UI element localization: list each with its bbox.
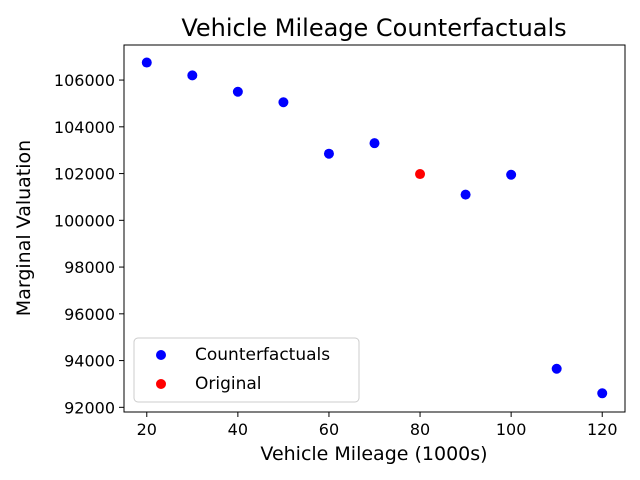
x-tick-label: 60: [319, 420, 339, 439]
x-tick-label: 80: [410, 420, 430, 439]
legend-marker-original: [156, 379, 166, 389]
y-tick-label: 102000: [54, 165, 115, 184]
x-tick-label: 20: [137, 420, 157, 439]
x-axis-title: Vehicle Mileage (1000s): [260, 443, 487, 465]
data-point-counterfactuals: [369, 138, 380, 149]
data-point-counterfactuals: [460, 189, 471, 200]
legend-label-original: Original: [195, 374, 262, 394]
legend-label-counterfactuals: Counterfactuals: [195, 345, 330, 365]
legend-box: [133, 337, 360, 403]
plot-frame: [123, 44, 626, 413]
y-tick-label: 106000: [54, 71, 115, 90]
x-tick-label: 120: [587, 420, 618, 439]
legend: Counterfactuals Original: [133, 337, 360, 403]
data-point-counterfactuals: [597, 388, 608, 399]
y-tick-label: 100000: [54, 211, 115, 230]
data-point-counterfactuals: [323, 148, 334, 159]
y-tick-label: 98000: [64, 258, 115, 277]
y-tick-label: 104000: [54, 118, 115, 137]
y-tick-label: 94000: [64, 352, 115, 371]
data-points: [141, 57, 608, 399]
data-point-counterfactuals: [551, 363, 562, 374]
x-tick-label: 100: [496, 420, 527, 439]
data-point-counterfactuals: [506, 169, 517, 180]
data-point-counterfactuals: [187, 70, 198, 81]
axis-ticks: 20 40 60 80 100 120 92000 94000 96000 98000 100000…: [54, 71, 618, 439]
y-tick-label: 92000: [64, 398, 115, 417]
data-point-original: [415, 169, 426, 180]
y-axis-title: Marginal Valuation: [13, 140, 35, 316]
y-tick-label: 96000: [64, 305, 115, 324]
x-tick-label: 40: [228, 420, 248, 439]
chart-title: Vehicle Mileage Counterfactuals: [181, 14, 566, 42]
data-point-counterfactuals: [232, 86, 243, 97]
data-point-counterfactuals: [278, 97, 289, 108]
data-point-counterfactuals: [141, 57, 152, 68]
legend-marker-counterfactuals: [156, 350, 166, 360]
